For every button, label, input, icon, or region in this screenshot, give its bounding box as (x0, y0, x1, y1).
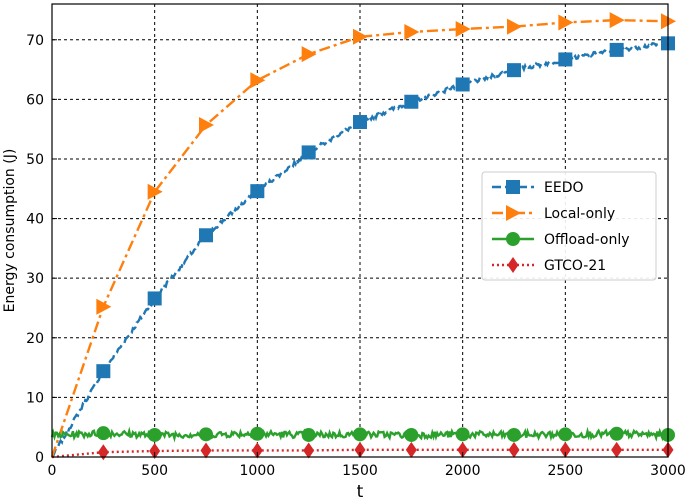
series-offload-only (50, 426, 675, 443)
x-tick-label: 1500 (342, 463, 378, 479)
legend-box (481, 171, 657, 281)
data-point (200, 442, 212, 459)
series-eedo (51, 36, 675, 458)
y-tick-label: 70 (26, 33, 44, 49)
data-point (558, 52, 573, 67)
data-point (404, 24, 420, 41)
ticks: 0 500 1000 1500 2000 2500 3000 0 10 20 30 40 50 60 70 (26, 33, 685, 479)
data-point (609, 12, 625, 29)
data-point (455, 427, 470, 442)
data-point (97, 444, 109, 461)
data-point (96, 426, 111, 441)
data-point (611, 441, 623, 458)
data-point (353, 427, 367, 442)
data-point (457, 441, 469, 458)
legend-marker (506, 232, 520, 246)
y-tick-label: 20 (26, 331, 44, 347)
data-point (405, 441, 417, 458)
data-point (149, 443, 161, 460)
legend-marker (507, 257, 519, 273)
x-tick-label: 2500 (548, 463, 584, 479)
x-tick-label: 1000 (240, 463, 276, 479)
data-point (147, 427, 162, 442)
x-tick-label: 0 (48, 463, 57, 479)
y-tick-label: 50 (26, 152, 44, 168)
legend-marker (506, 205, 521, 221)
legend: EEDO Local-only Offload-only GTCO-21 (481, 171, 657, 281)
data-point (609, 426, 624, 441)
data-point (455, 77, 470, 92)
data-point (508, 441, 520, 458)
data-point (404, 94, 419, 109)
data-point (404, 427, 419, 442)
data-point (353, 28, 368, 45)
data-point (455, 21, 471, 38)
y-axis-label: Energy consumption (J) (2, 149, 18, 313)
legend-item: Offload-only (492, 232, 630, 248)
legend-item: Local-only (492, 205, 615, 222)
data-point (147, 183, 163, 200)
x-tick-label: 3000 (650, 463, 685, 479)
x-axis-label: t (357, 482, 364, 500)
series-layer (50, 12, 676, 461)
data-point (303, 442, 315, 459)
data-point (507, 63, 521, 78)
x-tick-label: 500 (141, 463, 168, 479)
legend-label: GTCO-21 (544, 258, 606, 274)
legend-item: EEDO (492, 180, 584, 196)
data-point (354, 441, 366, 458)
legend-label: EEDO (544, 180, 584, 196)
data-point (301, 427, 316, 442)
data-point (250, 426, 265, 441)
data-point (250, 72, 266, 89)
data-point (353, 115, 367, 130)
y-tick-label: 10 (26, 390, 44, 406)
data-point (199, 116, 214, 133)
data-point (507, 18, 522, 35)
y-tick-label: 0 (35, 450, 44, 466)
data-point (250, 184, 265, 199)
data-point (301, 46, 317, 63)
data-point (609, 42, 624, 57)
y-tick-label: 30 (26, 271, 44, 287)
data-point (199, 427, 213, 442)
legend-item: GTCO-21 (492, 257, 606, 274)
data-point (96, 298, 112, 315)
data-point (301, 145, 316, 160)
series-local-only (50, 12, 676, 458)
legend-marker (506, 180, 520, 194)
data-point (507, 427, 521, 442)
data-point (559, 441, 571, 458)
y-tick-label: 60 (26, 92, 44, 108)
data-point (96, 364, 111, 379)
data-point (251, 442, 263, 459)
data-point (147, 291, 162, 306)
data-point (199, 228, 213, 243)
data-point (558, 14, 574, 31)
legend-label: Offload-only (544, 232, 630, 248)
legend-label: Local-only (544, 206, 615, 222)
data-point (558, 427, 573, 442)
x-tick-label: 2000 (445, 463, 481, 479)
y-tick-label: 40 (26, 212, 44, 228)
